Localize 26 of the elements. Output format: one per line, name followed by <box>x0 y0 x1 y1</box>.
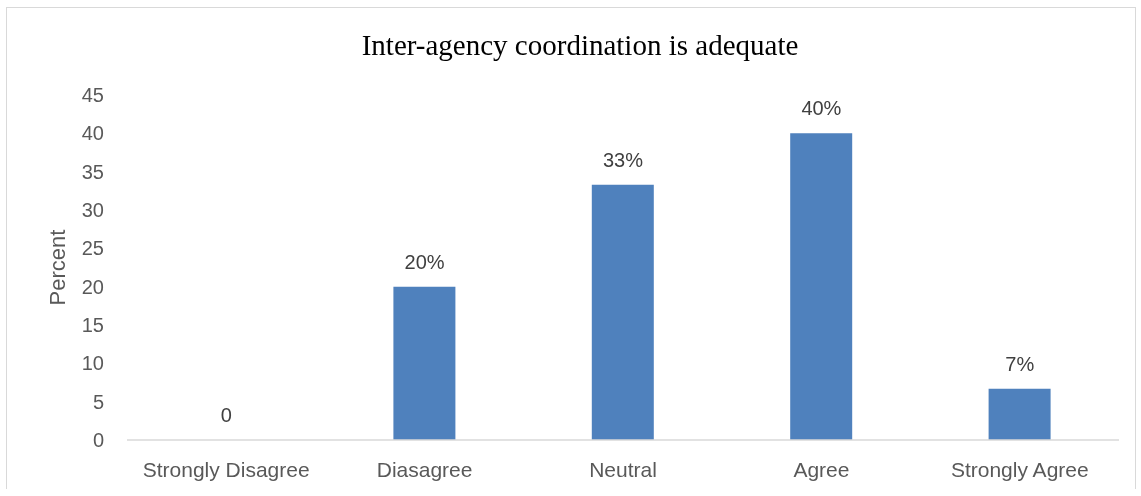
y-tick-label: 35 <box>81 160 104 183</box>
data-label: 7% <box>1005 352 1035 375</box>
bar <box>988 388 1051 440</box>
y-axis-title: Percent <box>44 229 70 306</box>
y-tick-label: 20 <box>81 275 104 298</box>
data-label: 20% <box>404 250 445 273</box>
x-tick-label: Strongly Agree <box>950 457 1089 481</box>
x-tick-label: Strongly Disagree <box>142 457 310 481</box>
y-tick-label: 45 <box>81 84 104 107</box>
bar <box>591 184 654 440</box>
x-tick-label: Agree <box>793 457 850 481</box>
y-tick-label: 5 <box>92 390 104 413</box>
y-tick-label: 40 <box>81 122 104 145</box>
y-tick-label: 30 <box>81 199 104 222</box>
bar <box>790 133 853 440</box>
y-tick-label: 0 <box>92 429 104 452</box>
y-tick-label: 25 <box>81 237 104 260</box>
chart-title: Inter-agency coordination is adequate <box>360 29 800 61</box>
bar <box>393 286 456 440</box>
data-label: 0 <box>220 404 232 426</box>
x-tick-label: Neutral <box>589 457 657 481</box>
data-label: 33% <box>602 148 644 171</box>
x-tick-label: Diasagree <box>376 457 473 481</box>
data-label: 40% <box>801 97 842 120</box>
y-tick-label: 15 <box>81 314 104 337</box>
y-tick-label: 10 <box>81 352 104 375</box>
